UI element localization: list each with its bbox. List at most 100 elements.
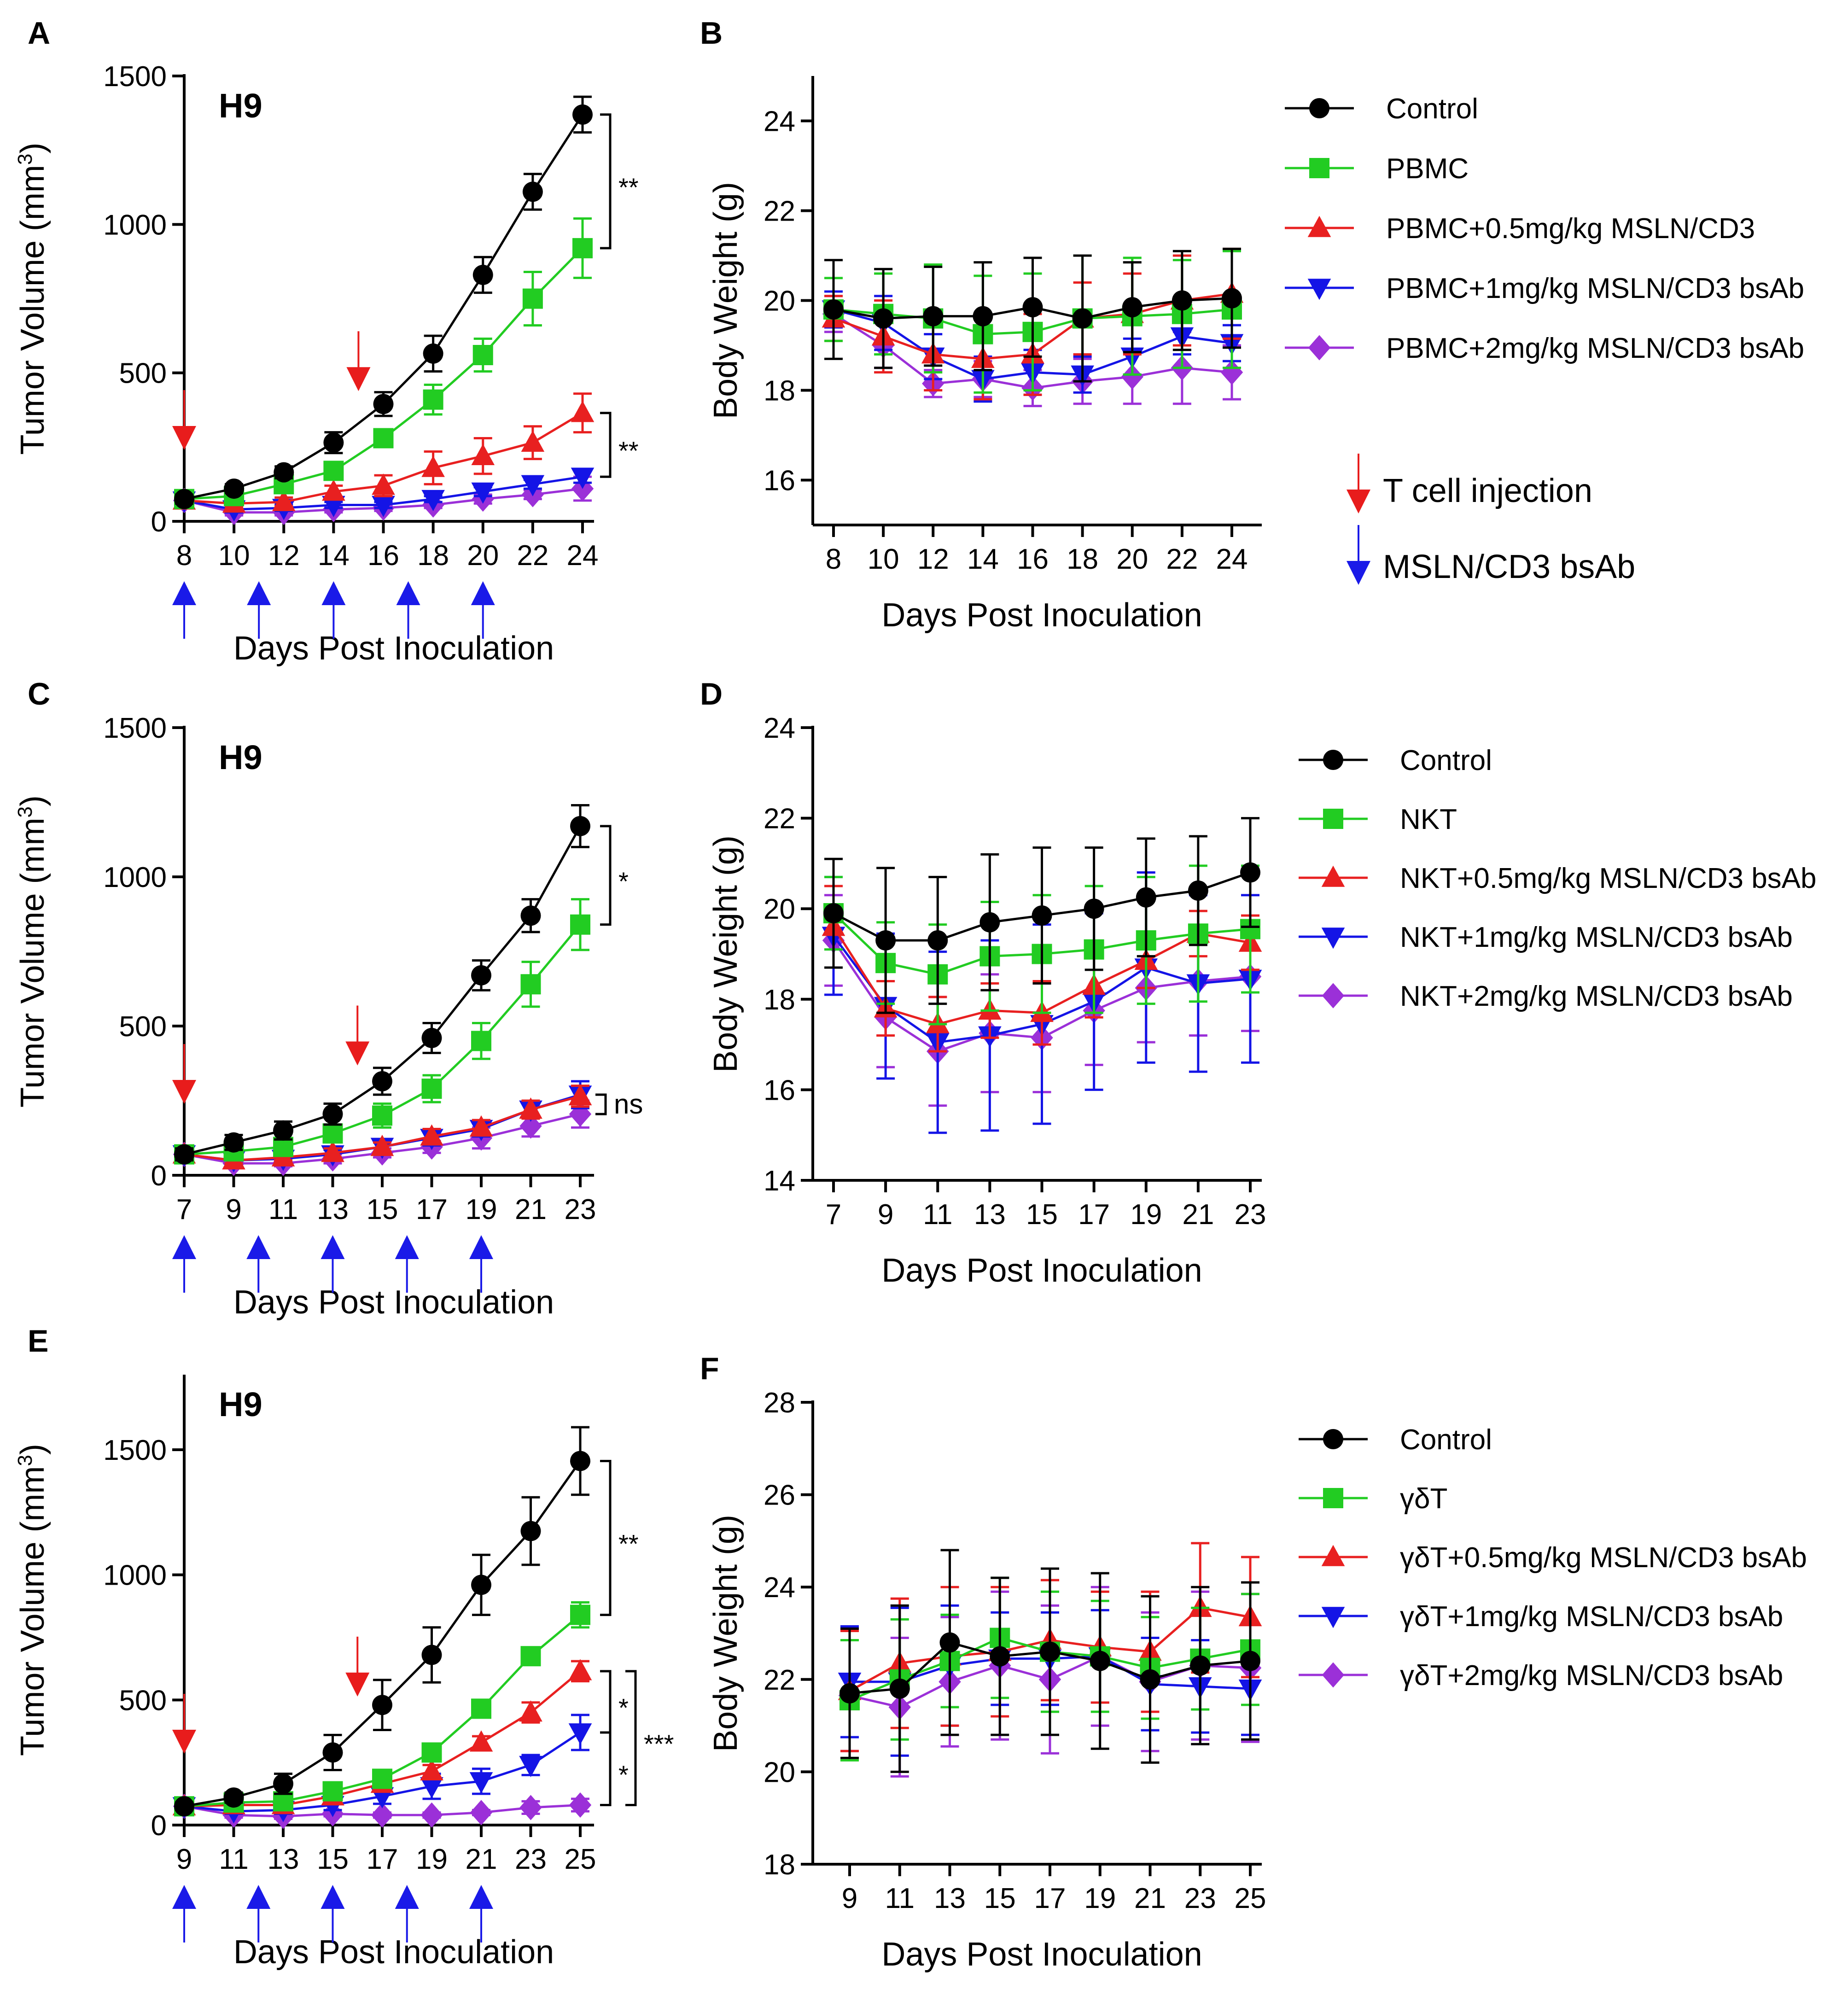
panel-C: C 0 500 1000 1500 7 9 11 13 15 17 19 21 23 Days Post I… xyxy=(14,677,643,1321)
legend-marker xyxy=(1321,1545,1345,1566)
panel-label: C xyxy=(28,677,50,712)
x-tick-label: 23 xyxy=(515,1843,547,1875)
bracket-line xyxy=(600,1731,612,1807)
data-point xyxy=(421,490,445,512)
x-tick-label: 14 xyxy=(967,543,999,575)
data-point xyxy=(371,1802,394,1828)
y-tick-label: 1500 xyxy=(103,61,167,93)
significance-bracket: * xyxy=(600,825,629,926)
series-line xyxy=(184,1460,582,1808)
legend-label: PBMC xyxy=(1386,153,1469,185)
data-point xyxy=(322,1123,343,1144)
y-tick-label: 16 xyxy=(764,465,795,497)
data-point xyxy=(1240,1651,1260,1671)
legend: Control PBMC PBMC+0.5mg/kg MSLN/CD3 PBMC+1m… xyxy=(1285,93,1804,364)
x-tick-label: 18 xyxy=(417,540,449,572)
series-0 xyxy=(174,95,593,509)
x-tick-label: 17 xyxy=(416,1194,448,1225)
data-point xyxy=(520,1521,541,1541)
significance-bracket: *** xyxy=(625,1670,674,1807)
x-tick-label: 21 xyxy=(1134,1883,1166,1914)
data-point xyxy=(471,965,491,986)
x-tick-label: 7 xyxy=(176,1194,192,1225)
bsab-arrow-head xyxy=(469,1235,493,1259)
series-0 xyxy=(823,247,1242,383)
data-point xyxy=(521,475,545,496)
data-point xyxy=(568,1723,592,1745)
x-tick-label: 13 xyxy=(268,1843,299,1875)
data-point xyxy=(372,1695,392,1715)
data-point xyxy=(323,432,344,453)
data-point xyxy=(1188,880,1208,901)
data-point xyxy=(939,1632,960,1653)
x-tick-label: 10 xyxy=(868,543,899,575)
significance-bracket: ** xyxy=(600,1459,639,1616)
series-0 xyxy=(839,1549,1260,1773)
data-point xyxy=(372,496,395,517)
data-point xyxy=(472,344,493,365)
x-axis-label: Days Post Inoculation xyxy=(881,1936,1202,1973)
data-point xyxy=(223,1132,244,1153)
y-tick-label: 0 xyxy=(151,1160,167,1192)
data-point xyxy=(174,1796,194,1817)
legend-entry: NKT+1mg/kg MSLN/CD3 bsAb xyxy=(1299,922,1793,953)
data-point xyxy=(174,489,194,509)
x-tick-label: 11 xyxy=(219,1843,248,1875)
y-tick-label: 1000 xyxy=(103,209,167,241)
legend-marker xyxy=(1321,928,1345,949)
data-point xyxy=(469,1115,493,1137)
panel-E: E 0 500 1000 1500 9 11 13 15 17 19 21 23 25 Days Post … xyxy=(14,1324,674,1971)
data-point xyxy=(420,1777,443,1799)
x-tick-label: 13 xyxy=(934,1883,966,1914)
data-point xyxy=(469,1730,493,1752)
y-tick-label: 1500 xyxy=(103,1435,167,1466)
data-point xyxy=(471,1031,491,1051)
data-point xyxy=(372,473,395,495)
bsab-arrow-head xyxy=(395,1235,419,1259)
data-point xyxy=(420,1759,443,1780)
y-tick-label: 18 xyxy=(764,984,795,1016)
data-point xyxy=(322,1781,343,1802)
data-point xyxy=(1222,288,1242,309)
y-tick-label: 500 xyxy=(119,358,167,390)
data-point xyxy=(990,1646,1010,1667)
significance-bracket: ** xyxy=(600,113,639,250)
x-tick-label: 23 xyxy=(1235,1199,1266,1231)
y-tick-label: 500 xyxy=(119,1685,167,1716)
data-point xyxy=(421,1742,442,1763)
data-point xyxy=(979,912,1000,933)
legend-label: γδT xyxy=(1400,1483,1447,1515)
legend: Control γδT γδT+0.5mg/kg MSLN/CD3 bsAb γδT+… xyxy=(1299,1424,1807,1692)
arrow-legend: T cell injection MSLN/CD3 bsAb xyxy=(1347,454,1635,585)
x-tick-label: 15 xyxy=(367,1194,398,1225)
data-point xyxy=(927,930,948,951)
legend-marker xyxy=(1322,983,1345,1009)
significance-bracket: * xyxy=(600,1731,629,1807)
legend-entry: NKT xyxy=(1299,804,1457,835)
bsab-arrow-head xyxy=(395,1885,419,1909)
significance-bracket: ** xyxy=(600,412,639,478)
data-point xyxy=(420,1124,443,1146)
data-point xyxy=(569,1792,592,1818)
x-tick-label: 19 xyxy=(1130,1199,1162,1231)
data-point xyxy=(1172,290,1192,311)
significance-bracket: * xyxy=(600,1670,629,1734)
data-point xyxy=(471,1698,491,1719)
x-axis-label: Days Post Inoculation xyxy=(233,630,554,667)
x-tick-label: 8 xyxy=(176,540,192,572)
bsab-arrow-head xyxy=(247,581,271,605)
bsab-arrow-head xyxy=(471,581,495,605)
panel-label: F xyxy=(700,1351,719,1386)
y-tick-label: 1000 xyxy=(103,862,167,893)
x-tick-label: 14 xyxy=(318,540,350,572)
bsab-arrow-head xyxy=(321,1885,345,1909)
data-point xyxy=(1072,308,1093,329)
data-point xyxy=(572,104,593,125)
data-point xyxy=(839,1683,860,1703)
t-cell-arrow-head xyxy=(172,1730,196,1754)
x-tick-label: 16 xyxy=(367,540,399,572)
y-tick-label: 1500 xyxy=(103,712,167,744)
data-point xyxy=(520,1646,541,1667)
y-axis-label: Body Weight (g) xyxy=(707,182,744,419)
legend-marker xyxy=(1308,335,1331,361)
